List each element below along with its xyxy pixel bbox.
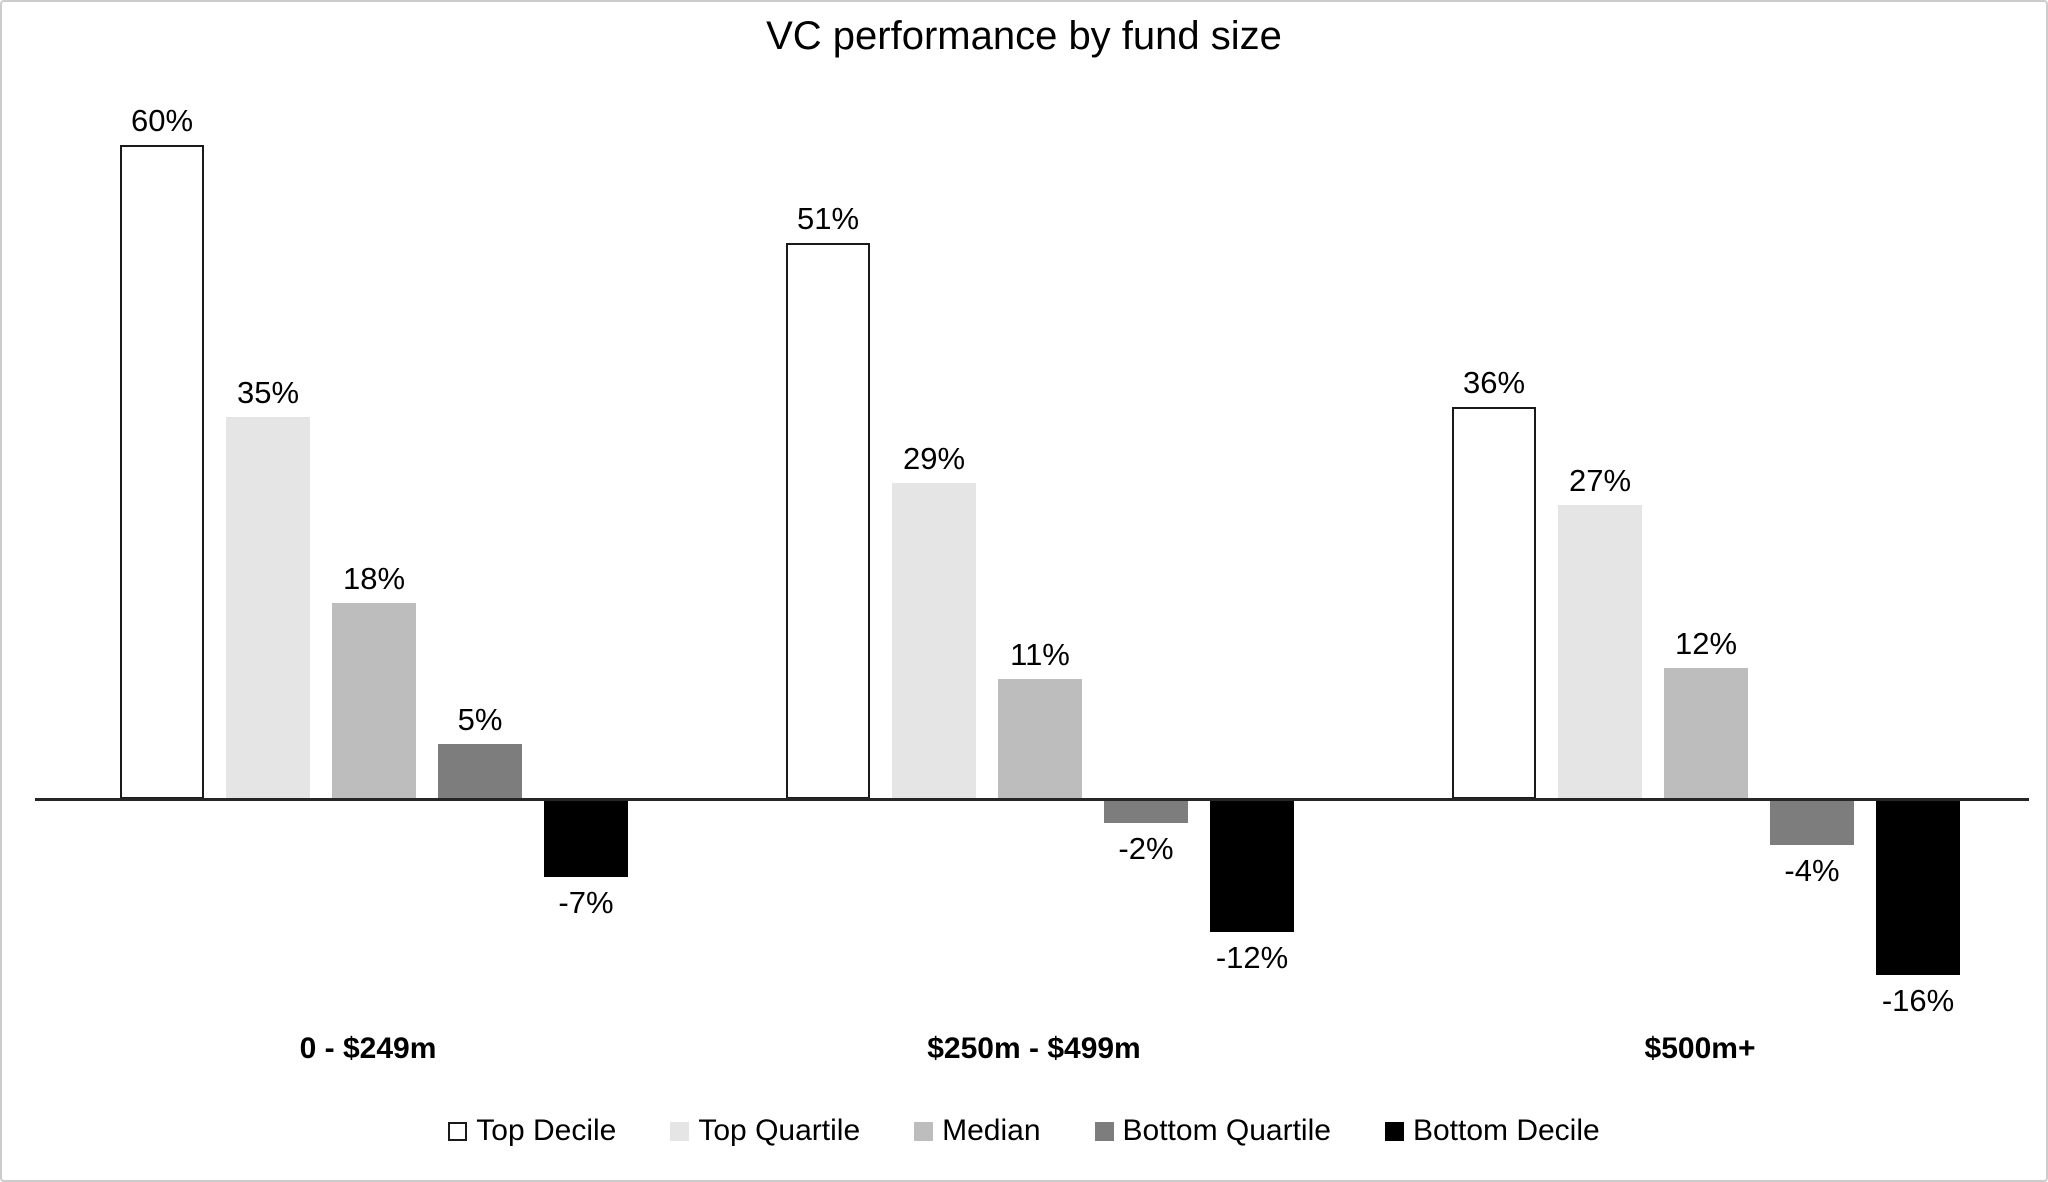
bar-bottom-decile-group2: [1210, 801, 1294, 932]
category-label: 0 - $249m: [299, 1032, 437, 1065]
category-label: $500m+: [1644, 1032, 1756, 1065]
bar-bottom-quartile-group2: [1104, 801, 1188, 823]
bar-top-quartile-group3: [1558, 505, 1642, 799]
bar-top-decile-group2: [786, 243, 870, 799]
bar-value-label: 29%: [902, 441, 966, 476]
legend-item-bottom-decile: Bottom Decile: [1384, 1114, 1600, 1148]
legend-label: Top Decile: [476, 1114, 617, 1147]
bar-top-quartile-group2: [892, 483, 976, 799]
legend-item-top-quartile: Top Quartile: [670, 1114, 860, 1148]
bar-bottom-decile-group3: [1876, 801, 1960, 975]
legend-marker-median: [914, 1121, 934, 1141]
bar-median-group3: [1664, 668, 1748, 799]
legend: Top Decile Top Quartile Median Bottom Quart…: [2, 1114, 2046, 1148]
bar-bottom-quartile-group3: [1770, 801, 1854, 845]
bar-value-label: 51%: [796, 201, 860, 236]
bar-value-label: -16%: [1881, 983, 1955, 1018]
legend-marker-bottom-quartile: [1094, 1121, 1114, 1141]
bar-value-label: 27%: [1568, 463, 1632, 498]
bar-value-label: 60%: [130, 103, 194, 138]
bar-value-label: -12%: [1215, 940, 1289, 975]
bar-value-label: -2%: [1118, 831, 1174, 866]
bar-top-decile-group3: [1452, 407, 1536, 799]
bar-value-label: 36%: [1462, 365, 1526, 400]
bar-value-label: 11%: [1010, 637, 1070, 672]
legend-item-median: Median: [914, 1114, 1041, 1148]
bar-value-label: -4%: [1784, 853, 1840, 888]
bar-median-group2: [998, 679, 1082, 799]
bar-value-label: 5%: [457, 702, 503, 737]
legend-item-bottom-quartile: Bottom Quartile: [1094, 1114, 1331, 1148]
x-axis-line: [35, 798, 2029, 801]
legend-marker-top-quartile: [670, 1121, 690, 1141]
chart-title: VC performance by fund size: [766, 14, 1282, 58]
bar-median-group1: [332, 603, 416, 799]
bar-value-label: 18%: [342, 561, 406, 596]
category-label: $250m - $499m: [927, 1032, 1141, 1065]
bar-bottom-decile-group1: [544, 801, 628, 877]
legend-marker-top-decile: [448, 1121, 468, 1141]
bar-top-decile-group1: [120, 145, 204, 799]
legend-label: Top Quartile: [698, 1114, 861, 1147]
bar-value-label: 35%: [236, 375, 300, 410]
legend-item-top-decile: Top Decile: [448, 1114, 616, 1148]
bar-value-label: -7%: [558, 885, 614, 920]
bar-top-quartile-group1: [226, 417, 310, 799]
legend-label: Median: [942, 1114, 1041, 1147]
bar-bottom-quartile-group1: [438, 744, 522, 799]
legend-label: Bottom Quartile: [1122, 1114, 1331, 1147]
legend-label: Bottom Decile: [1412, 1114, 1600, 1147]
bar-value-label: 12%: [1674, 626, 1738, 661]
legend-marker-bottom-decile: [1384, 1121, 1404, 1141]
